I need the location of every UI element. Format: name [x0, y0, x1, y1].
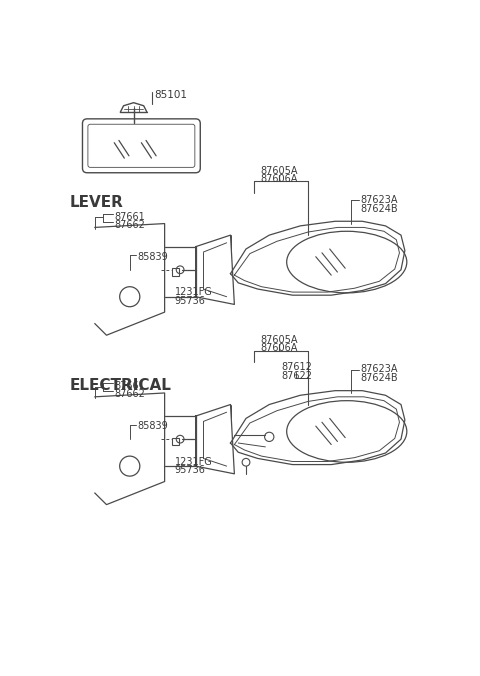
Text: 87623A: 87623A	[360, 364, 398, 375]
Text: 87622: 87622	[281, 370, 312, 381]
Text: 87605A: 87605A	[261, 166, 298, 176]
Text: 85839: 85839	[137, 252, 168, 262]
Text: 87606A: 87606A	[261, 343, 298, 353]
Text: 87662: 87662	[114, 220, 145, 230]
Text: 1231FG: 1231FG	[175, 457, 213, 467]
Text: 87662: 87662	[114, 389, 145, 399]
Text: 87624B: 87624B	[360, 373, 398, 383]
Text: 85839: 85839	[137, 421, 168, 431]
Text: 87661: 87661	[114, 381, 145, 391]
Text: 87606A: 87606A	[261, 174, 298, 183]
Bar	[172, 268, 179, 276]
Text: 1231FG: 1231FG	[175, 287, 213, 297]
Text: 87661: 87661	[114, 212, 145, 222]
Text: 87612: 87612	[281, 362, 312, 372]
Text: LEVER: LEVER	[70, 195, 124, 210]
Text: 87605A: 87605A	[261, 335, 298, 345]
Text: 95736: 95736	[175, 296, 205, 306]
Text: ELECTRICAL: ELECTRICAL	[70, 378, 172, 393]
Text: 85101: 85101	[155, 91, 188, 100]
Bar	[172, 437, 179, 445]
Text: 87623A: 87623A	[360, 195, 398, 205]
Text: 87624B: 87624B	[360, 203, 398, 214]
Text: 95736: 95736	[175, 465, 205, 475]
